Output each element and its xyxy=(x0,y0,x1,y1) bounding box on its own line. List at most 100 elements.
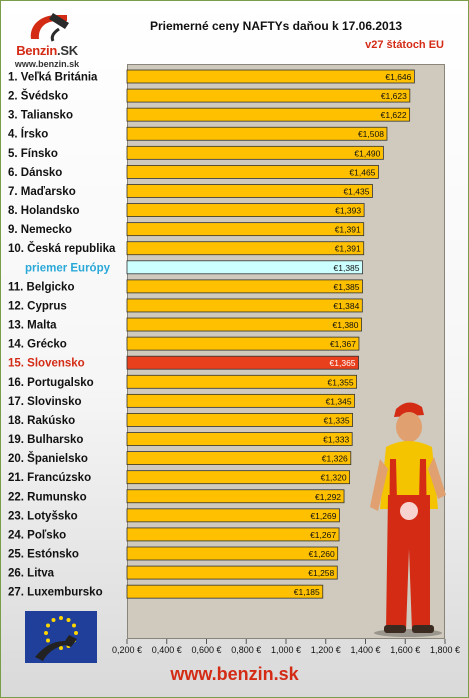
category-label: 7. Maďarsko xyxy=(8,186,76,198)
x-tick-label: 0,800 € xyxy=(231,645,261,655)
data-label: €1,260 xyxy=(309,549,335,559)
data-label: €1,345 xyxy=(326,396,352,406)
bar xyxy=(126,88,411,103)
category-label: 21. Francúzsko xyxy=(8,472,91,484)
bar xyxy=(126,565,338,580)
bar xyxy=(126,527,340,542)
category-label: 3. Taliansko xyxy=(8,110,73,122)
eu-star xyxy=(59,646,63,650)
category-label: 24. Poľsko xyxy=(8,529,66,541)
category-label: 19. Bulharsko xyxy=(8,434,83,446)
bar-average xyxy=(126,260,363,275)
category-label: 8. Holandsko xyxy=(8,205,80,217)
category-label: 4. Írsko xyxy=(8,128,48,141)
data-label: €1,292 xyxy=(315,492,341,502)
bar xyxy=(126,203,365,217)
data-label: €1,385 xyxy=(334,263,360,273)
bar xyxy=(126,374,357,389)
mechanic-mascot-icon xyxy=(370,402,446,637)
data-label: €1,465 xyxy=(349,167,375,177)
category-label: 20. Španielsko xyxy=(8,452,88,465)
eu-flag-icon xyxy=(25,611,97,663)
eu-star xyxy=(44,631,48,635)
bar xyxy=(126,584,324,599)
data-label: €1,391 xyxy=(335,225,361,235)
bar xyxy=(126,298,363,313)
data-label: €1,623 xyxy=(381,91,407,101)
data-label: €1,185 xyxy=(294,587,320,597)
bar xyxy=(126,241,365,256)
category-label: 5. Fínsko xyxy=(8,148,58,160)
bar xyxy=(126,107,411,122)
data-label: €1,435 xyxy=(343,186,369,196)
data-label: €1,384 xyxy=(333,301,359,311)
chart-title: Priemerné ceny NAFTYs daňou k 17.06.2013 xyxy=(149,19,403,33)
bar-slovakia xyxy=(126,355,359,370)
bar xyxy=(126,145,384,160)
category-label: 11. Belgicko xyxy=(8,281,74,293)
bar xyxy=(126,317,362,332)
x-tick-label: 0,200 € xyxy=(112,645,142,655)
bar xyxy=(126,489,345,504)
category-label: 15. Slovensko xyxy=(8,358,85,370)
benzin-logo: Benzin.SK www.benzin.sk xyxy=(7,9,87,73)
category-label: 25. Estónsko xyxy=(8,549,79,561)
x-tick-label: 1,000 € xyxy=(271,645,301,655)
eu-star xyxy=(51,618,56,623)
category-label: 9. Nemecko xyxy=(8,224,72,236)
bar xyxy=(126,432,353,446)
eu-star xyxy=(46,623,51,628)
data-label: €1,508 xyxy=(358,129,384,139)
category-label: 10. Česká republika xyxy=(8,242,116,255)
bar xyxy=(126,451,352,466)
data-label: €1,490 xyxy=(354,148,380,158)
category-label: 22. Rumunsko xyxy=(8,491,87,503)
data-label: €1,267 xyxy=(310,530,336,540)
category-label: 27. Luxembursko xyxy=(8,587,103,599)
fuel-nozzle-icon xyxy=(30,13,69,42)
category-label: 23. Lotyšsko xyxy=(8,510,78,522)
data-label: €1,391 xyxy=(335,244,361,254)
bar xyxy=(126,508,340,523)
eu-star xyxy=(71,623,76,628)
data-label: €1,385 xyxy=(334,282,360,292)
data-label: €1,622 xyxy=(381,110,407,120)
category-label: 17. Slovinsko xyxy=(8,396,82,408)
category-label: 1. Veľká Británia xyxy=(8,72,98,84)
data-label: €1,393 xyxy=(335,206,361,216)
category-label: 13. Malta xyxy=(8,320,57,332)
data-label: €1,335 xyxy=(324,415,350,425)
category-label: 6. Dánsko xyxy=(8,167,62,179)
category-label: 2. Švédsko xyxy=(8,90,68,103)
bar xyxy=(126,393,355,408)
eu-star xyxy=(66,618,71,623)
x-tick-label: 1,400 € xyxy=(350,645,380,655)
x-tick-label: 0,600 € xyxy=(191,645,221,655)
bar xyxy=(126,222,365,237)
eu-star xyxy=(59,616,63,620)
category-label: priemer Európy xyxy=(25,262,111,274)
data-label: €1,355 xyxy=(328,377,354,387)
x-tick-label: 1,600 € xyxy=(390,645,420,655)
data-label: €1,646 xyxy=(385,72,411,82)
x-tick-label: 1,200 € xyxy=(311,645,341,655)
logo-url: www.benzin.sk xyxy=(14,59,80,69)
footer-url: www.benzin.sk xyxy=(170,664,299,684)
eu-star xyxy=(46,638,51,643)
category-label: 16. Portugalsko xyxy=(8,377,94,389)
category-label: 26. Litva xyxy=(8,568,55,580)
bar xyxy=(126,279,363,294)
category-label: 14. Grécko xyxy=(8,339,67,351)
data-label: €1,320 xyxy=(321,473,347,483)
data-label: €1,326 xyxy=(322,454,348,464)
bar xyxy=(126,184,373,198)
bar xyxy=(126,164,379,179)
eu-star xyxy=(74,631,78,635)
x-tick-label: 0,400 € xyxy=(152,645,182,655)
bar xyxy=(126,336,360,351)
category-label: 12. Cyprus xyxy=(8,300,67,312)
bar-chart: 0,200 € 0,400 € 0,600 € 0,800 € 1,000 € 1,200… xyxy=(8,69,460,655)
category-label: 18. Rakúsko xyxy=(8,415,75,427)
data-label: €1,365 xyxy=(330,358,356,368)
